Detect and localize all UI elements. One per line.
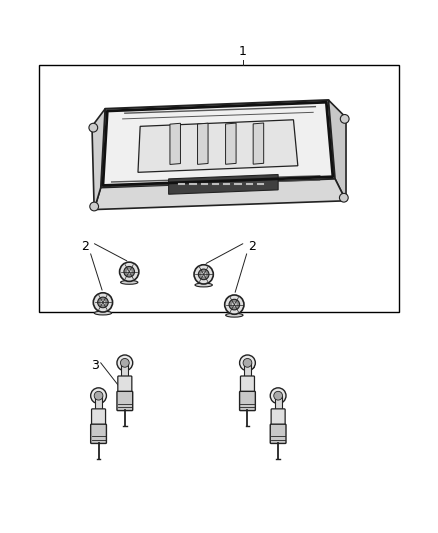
Circle shape <box>93 293 113 312</box>
Circle shape <box>127 269 131 274</box>
Bar <box>121 363 128 378</box>
Circle shape <box>117 355 133 371</box>
Circle shape <box>100 300 105 305</box>
Polygon shape <box>169 174 278 194</box>
Circle shape <box>120 359 129 367</box>
FancyBboxPatch shape <box>118 376 132 394</box>
Circle shape <box>274 391 283 400</box>
Circle shape <box>198 269 209 280</box>
Circle shape <box>91 388 106 403</box>
Bar <box>39 65 399 312</box>
Text: 2: 2 <box>81 240 89 253</box>
Text: 2: 2 <box>248 240 256 253</box>
Circle shape <box>270 388 286 403</box>
FancyBboxPatch shape <box>240 391 255 410</box>
Circle shape <box>243 359 252 367</box>
Text: 1: 1 <box>239 45 247 59</box>
Text: 3: 3 <box>247 359 255 372</box>
Circle shape <box>232 302 237 307</box>
Polygon shape <box>138 120 298 172</box>
Polygon shape <box>328 100 346 201</box>
Ellipse shape <box>195 283 212 287</box>
FancyBboxPatch shape <box>117 391 133 410</box>
Polygon shape <box>92 109 105 209</box>
Circle shape <box>240 355 255 371</box>
Polygon shape <box>198 123 208 164</box>
FancyBboxPatch shape <box>270 424 286 443</box>
Circle shape <box>225 295 244 314</box>
Ellipse shape <box>94 311 112 315</box>
Circle shape <box>229 300 240 310</box>
Polygon shape <box>170 123 180 165</box>
Bar <box>95 395 102 411</box>
Circle shape <box>90 202 99 211</box>
Circle shape <box>124 266 134 277</box>
Circle shape <box>94 391 103 400</box>
Circle shape <box>339 193 348 202</box>
Circle shape <box>120 262 139 281</box>
Polygon shape <box>94 179 346 209</box>
FancyBboxPatch shape <box>271 409 285 427</box>
FancyBboxPatch shape <box>240 376 254 394</box>
Polygon shape <box>101 100 335 188</box>
FancyBboxPatch shape <box>91 424 106 443</box>
Circle shape <box>89 123 98 132</box>
FancyBboxPatch shape <box>92 409 106 427</box>
Polygon shape <box>226 123 236 164</box>
Bar <box>275 395 282 411</box>
Bar <box>244 363 251 378</box>
Text: 3: 3 <box>91 359 99 372</box>
Circle shape <box>98 297 108 308</box>
Circle shape <box>194 265 213 284</box>
Circle shape <box>340 115 349 123</box>
Polygon shape <box>253 123 264 164</box>
Ellipse shape <box>120 280 138 284</box>
Ellipse shape <box>226 313 243 317</box>
Circle shape <box>201 272 206 277</box>
